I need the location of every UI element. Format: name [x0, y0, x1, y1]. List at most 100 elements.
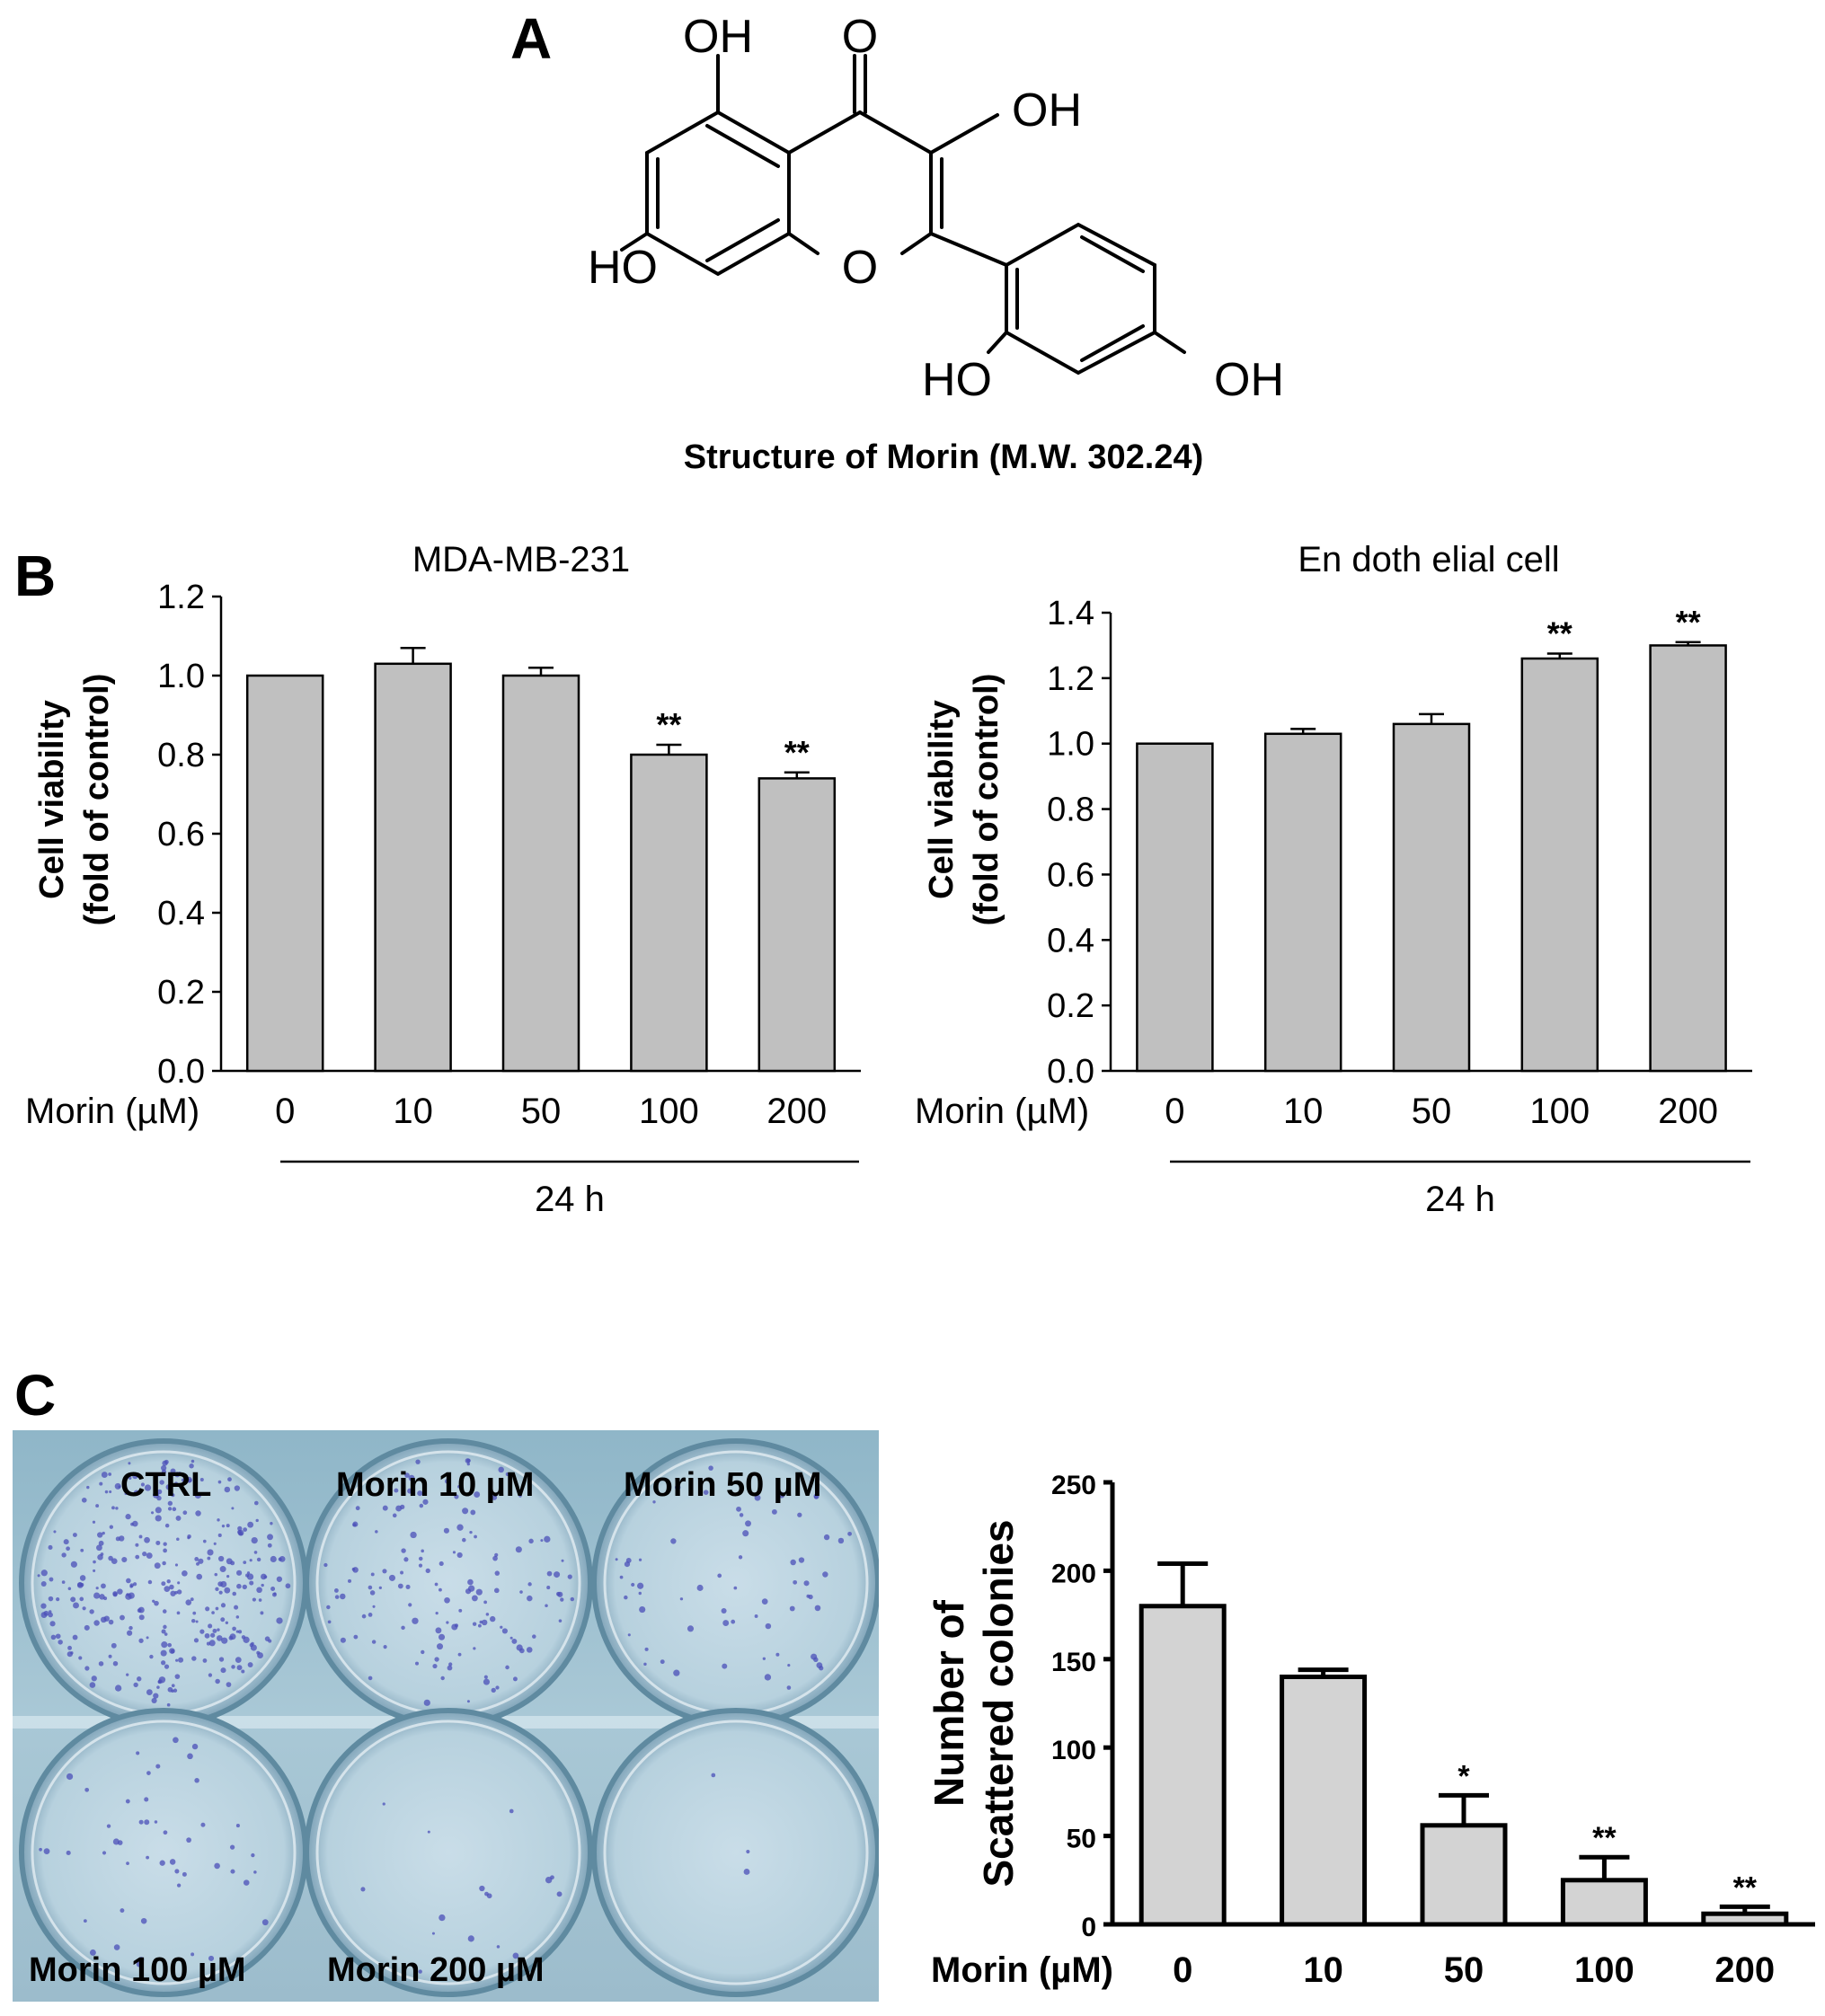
- oh-label-3: OH: [1012, 84, 1082, 137]
- colony-dot: [432, 1663, 438, 1669]
- y-tick-label: 1.0: [157, 658, 205, 695]
- colony-dot: [137, 1676, 142, 1682]
- colony-dot: [458, 1608, 463, 1613]
- y-tick-label: 0.4: [1047, 922, 1094, 959]
- colony-dot: [140, 1917, 147, 1924]
- colony-dot: [108, 1654, 112, 1658]
- colony-dot: [132, 1473, 138, 1480]
- colony-dot: [144, 1484, 152, 1491]
- y-axis-label: (fold of control): [78, 674, 116, 926]
- colony-dot: [400, 1570, 404, 1575]
- colony-dot: [765, 1623, 772, 1630]
- colony-dot: [161, 1641, 168, 1649]
- colony-dot: [166, 1578, 171, 1584]
- colony-dot: [170, 1590, 176, 1596]
- bar: [245, 674, 324, 1073]
- colony-dot: [251, 1852, 255, 1858]
- oh-label-5: OH: [683, 11, 753, 63]
- colony-dot: [351, 1567, 356, 1571]
- colony-dot: [437, 1643, 444, 1650]
- colony-dot: [215, 1606, 219, 1611]
- colony-dot: [136, 1961, 142, 1967]
- colony-dot: [66, 1651, 73, 1658]
- well-label-ctrl: CTRL: [120, 1466, 212, 1504]
- colony-dot: [505, 1665, 509, 1670]
- colony-dot: [199, 1478, 204, 1482]
- category-label: 50: [521, 1092, 562, 1131]
- colony-dot: [146, 1636, 149, 1640]
- colony-dot: [159, 1860, 165, 1866]
- colony-dot: [764, 1674, 772, 1681]
- colony-dot: [67, 1587, 72, 1591]
- y-axis-label: Cell viability: [923, 700, 961, 899]
- colony-dot: [194, 1491, 201, 1499]
- colony-dot: [235, 1657, 242, 1664]
- colony-dot: [687, 1625, 695, 1632]
- colony-dot: [208, 1623, 213, 1629]
- y-tick-label: 150: [1051, 1648, 1096, 1677]
- colony-dot: [435, 1627, 442, 1634]
- colony-dot: [708, 1465, 713, 1471]
- colony-dot: [483, 1675, 488, 1679]
- colony-dot: [95, 1587, 99, 1590]
- colony-dot: [456, 1552, 463, 1559]
- colony-dot: [112, 1591, 118, 1596]
- colony-dot: [527, 1582, 532, 1587]
- colony-dot: [696, 1584, 704, 1591]
- bar: [1560, 1878, 1648, 1927]
- colony-dot: [193, 1638, 199, 1643]
- colony-dot: [132, 1520, 138, 1527]
- y-tick-label: 1.2: [1047, 660, 1094, 698]
- colony-dot: [261, 1919, 269, 1926]
- colony-dot: [243, 1527, 248, 1532]
- colony-dot: [474, 1534, 477, 1539]
- colony-dot: [501, 1628, 508, 1634]
- colony-dot: [466, 1458, 471, 1463]
- significance-mark: **: [1592, 1821, 1617, 1855]
- colony-dot: [246, 1573, 254, 1580]
- colony-dot: [187, 1753, 193, 1760]
- well-label-10: Morin 10 µM: [336, 1466, 535, 1504]
- colony-dot: [177, 1581, 181, 1585]
- colony-dot: [121, 1556, 128, 1563]
- colony-dot: [169, 1859, 176, 1865]
- colony-dot: [466, 1462, 470, 1466]
- colony-dot: [217, 1533, 222, 1537]
- colony-dot: [207, 1549, 214, 1556]
- colony-dot: [257, 1652, 263, 1658]
- colony-dot: [66, 1773, 74, 1781]
- colony-dot: [70, 1596, 76, 1603]
- colony-dot: [285, 1583, 291, 1589]
- colony-dot: [491, 1687, 496, 1693]
- colony-dot: [161, 1464, 167, 1472]
- significance-mark: **: [1676, 604, 1701, 641]
- colony-dot: [226, 1524, 230, 1528]
- group-label: 24 h: [535, 1180, 605, 1219]
- colony-dot: [819, 1666, 824, 1671]
- colony-dot: [340, 1593, 346, 1600]
- colony-dot: [431, 1932, 435, 1935]
- y-tick-label: 0.6: [157, 816, 205, 853]
- x-axis-prefix-label: Morin (µM): [915, 1092, 1089, 1131]
- colony-dot: [624, 1595, 628, 1600]
- colony-dot: [251, 1536, 258, 1544]
- colony-dot: [189, 1463, 194, 1469]
- colony-dot: [167, 1507, 173, 1511]
- colony-dot: [125, 1799, 130, 1804]
- colony-dot: [229, 1844, 235, 1850]
- colony-dot: [326, 1605, 331, 1610]
- category-label: 10: [393, 1092, 433, 1131]
- colony-dot: [106, 1824, 111, 1828]
- colony-dot: [243, 1561, 247, 1565]
- colony-dot: [477, 1623, 482, 1628]
- colony-dot: [91, 1676, 97, 1682]
- colony-dot: [261, 1583, 264, 1587]
- colony-dot: [58, 1640, 63, 1645]
- colony-dot: [434, 1582, 439, 1587]
- colony-dot: [176, 1537, 180, 1541]
- colony-dot: [70, 1561, 77, 1568]
- colony-dot: [67, 1645, 72, 1650]
- chart-title: En doth elial cell: [1298, 540, 1559, 579]
- colony-dot: [778, 1491, 785, 1499]
- colony-dot: [72, 1634, 78, 1640]
